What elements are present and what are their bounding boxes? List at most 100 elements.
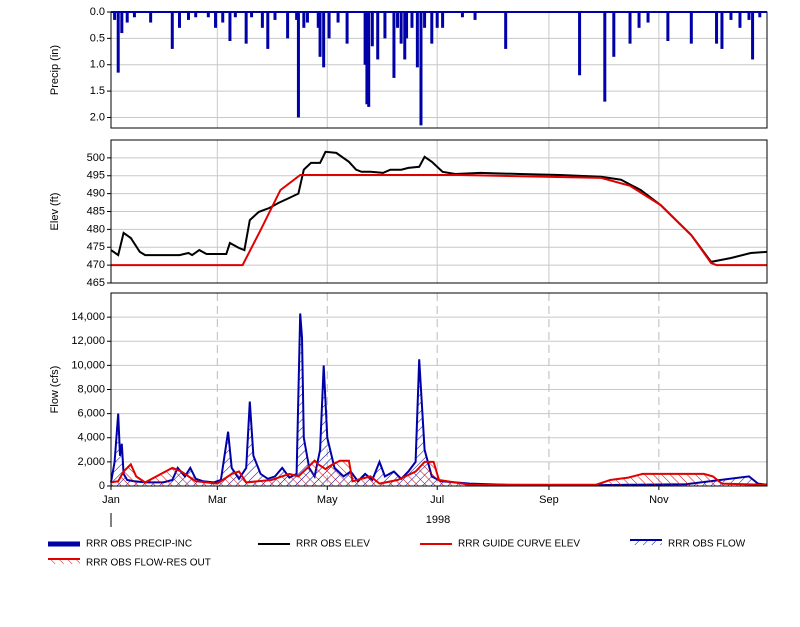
bar	[646, 12, 650, 23]
y-tick-label: 470	[87, 259, 105, 271]
bar	[266, 12, 270, 49]
bar	[345, 12, 349, 44]
bar	[120, 12, 124, 34]
y-tick-label: 500	[87, 152, 105, 164]
legend-label: RRR GUIDE CURVE ELEV	[458, 539, 580, 550]
bar	[473, 12, 477, 20]
bar	[295, 12, 299, 20]
bar	[367, 12, 371, 107]
bar	[273, 12, 277, 20]
bar	[125, 12, 129, 23]
x-tick-label: Jul	[430, 494, 444, 506]
y-tick-label: 1.5	[90, 85, 105, 97]
bar	[177, 12, 181, 28]
bar	[666, 12, 670, 41]
bar	[578, 12, 582, 76]
bar	[305, 12, 309, 23]
bar	[233, 12, 237, 18]
bar	[149, 12, 153, 23]
y-tick-label: 10,000	[71, 359, 105, 371]
y-tick-label: 2,000	[77, 456, 105, 468]
y-tick-label: 475	[87, 241, 105, 253]
bar	[415, 12, 419, 68]
bar	[460, 12, 464, 18]
bar	[286, 12, 290, 39]
bar	[399, 12, 403, 44]
bar	[423, 12, 427, 28]
bar	[392, 12, 396, 78]
x-tick-label: Mar	[208, 494, 227, 506]
legend-hatch	[630, 540, 662, 545]
line	[110, 150, 768, 264]
bar	[327, 12, 331, 39]
bar	[504, 12, 508, 49]
bar	[637, 12, 641, 28]
bar	[396, 12, 400, 28]
bar	[336, 12, 340, 23]
bar	[116, 12, 120, 73]
bar	[747, 12, 751, 20]
bar	[689, 12, 693, 44]
bar	[410, 12, 414, 28]
bar	[186, 12, 190, 20]
bar	[113, 12, 117, 20]
x-tick-label: May	[317, 494, 338, 506]
bar	[383, 12, 387, 39]
bar	[206, 12, 210, 18]
bar	[441, 12, 445, 28]
y-axis-label: Flow (cfs)	[49, 366, 61, 414]
y-tick-label: 12,000	[71, 335, 105, 347]
bar	[250, 12, 254, 18]
y-tick-label: 490	[87, 188, 105, 200]
legend-label: RRR OBS ELEV	[296, 539, 370, 550]
y-tick-label: 1.0	[90, 59, 105, 71]
line	[111, 174, 767, 267]
legend-label: RRR OBS FLOW	[668, 539, 746, 550]
plot-frame	[110, 292, 768, 487]
line	[110, 459, 768, 486]
bar	[738, 12, 742, 28]
x-tick-label: Nov	[649, 494, 669, 506]
bar	[214, 12, 218, 28]
bar	[370, 12, 374, 47]
bar	[318, 12, 322, 57]
bar	[430, 12, 434, 44]
bar	[720, 12, 724, 49]
x-axis-label: 1998	[426, 514, 450, 526]
x-tick-label: Jan	[102, 494, 120, 506]
y-tick-label: 495	[87, 170, 105, 182]
bar	[376, 12, 380, 60]
y-tick-label: 0	[99, 480, 105, 492]
bar	[628, 12, 632, 44]
bar	[419, 12, 423, 126]
y-tick-label: 4,000	[77, 432, 105, 444]
bar	[132, 12, 136, 18]
bar	[403, 12, 407, 60]
y-tick-label: 480	[87, 223, 105, 235]
plot-frame	[110, 139, 768, 284]
bar	[435, 12, 439, 28]
bar	[603, 12, 607, 102]
area	[111, 313, 767, 486]
bar	[729, 12, 733, 20]
bar	[170, 12, 174, 49]
bar	[715, 12, 719, 44]
y-tick-label: 485	[87, 205, 105, 217]
bar	[296, 12, 300, 118]
legend-label: RRR OBS PRECIP-INC	[86, 539, 192, 550]
bar	[365, 12, 369, 105]
y-axis-label: Precip (in)	[49, 45, 61, 95]
bar	[758, 12, 762, 18]
bar	[751, 12, 755, 60]
x-tick-label: Sep	[539, 494, 559, 506]
bar	[363, 12, 367, 65]
y-tick-label: 8,000	[77, 383, 105, 395]
bar	[244, 12, 248, 44]
y-tick-label: 0.5	[90, 32, 105, 44]
legend-label: RRR OBS FLOW-RES OUT	[86, 558, 211, 569]
y-tick-label: 14,000	[71, 311, 105, 323]
line	[110, 313, 768, 487]
y-tick-label: 465	[87, 277, 105, 289]
